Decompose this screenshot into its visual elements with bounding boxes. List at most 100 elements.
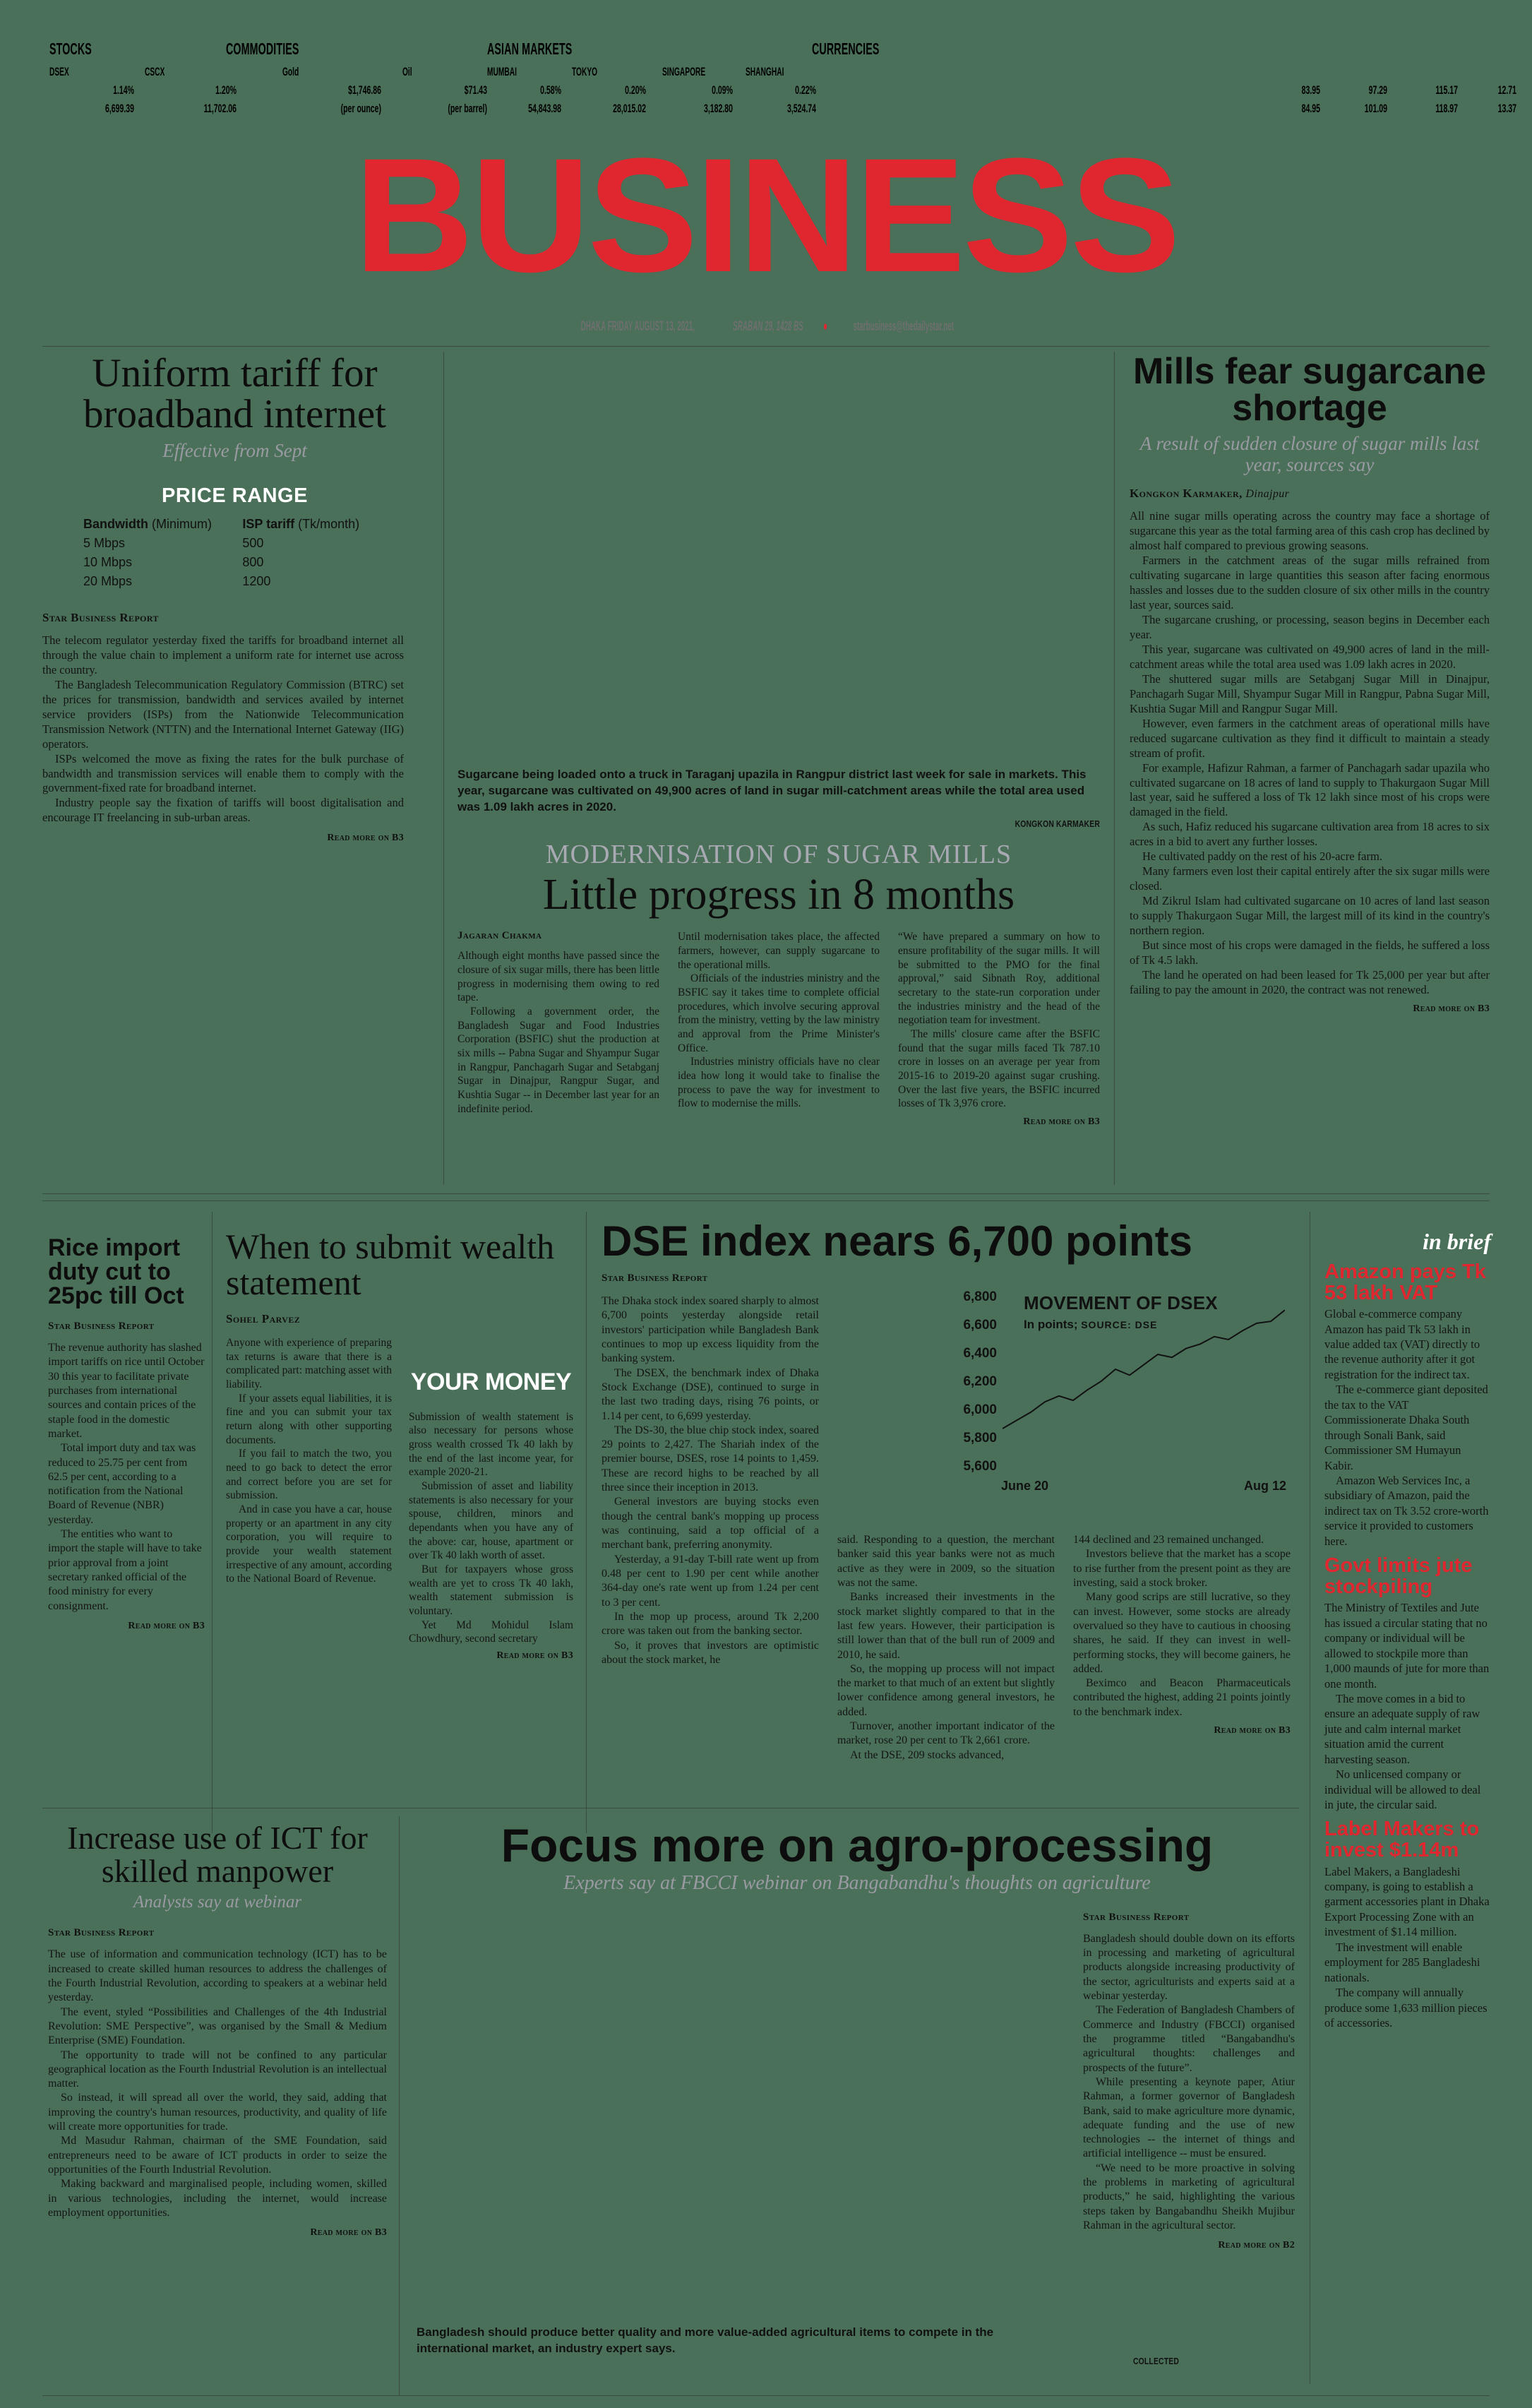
paragraph: Md Masudur Rahman, chairman of the SME F…: [48, 2135, 387, 2176]
price-range-title: PRICE RANGE: [162, 484, 308, 507]
divider: [586, 1212, 587, 1833]
paragraph: “We need to be more proactive in solving…: [1083, 2162, 1295, 2232]
chart-ytick: 6,400: [963, 1346, 997, 1361]
ticker-item-change: 0.09%: [712, 83, 733, 97]
paragraph: As such, Hafiz reduced his sugarcane cul…: [1130, 820, 1490, 849]
story-body: Bangladesh should double down on its eff…: [1083, 1932, 1295, 2234]
story-headline[interactable]: Little progress in 8 months: [542, 871, 1015, 919]
story-headline[interactable]: Focus more on agro-processing: [501, 1819, 1214, 1871]
story-headline[interactable]: Uniform tariff for broadband internet: [83, 351, 386, 437]
story-mills: MODERNISATION OF SUGAR MILLS Little prog…: [457, 839, 1100, 1128]
chart-ytick: 6,000: [963, 1402, 997, 1417]
dsex-chart: MOVEMENT OF DSEX In points; SOURCE: DSE …: [863, 1287, 1300, 1527]
story-wealth: When to submit wealth statement Sohel Pa…: [226, 1229, 573, 1662]
cell-tariff: 500: [242, 535, 264, 550]
ticker-item-label: SINGAPORE: [662, 65, 706, 78]
paragraph: Turnover, another important indicator of…: [837, 1720, 1055, 1747]
story-headline[interactable]: Rice import duty cut to 25pc till Oct: [48, 1234, 184, 1309]
story-kicker: A result of sudden closure of sugar mill…: [1139, 433, 1480, 475]
dateline-bullet-icon: ●: [823, 319, 828, 334]
ticker-item-change: $1,746.86: [348, 83, 381, 97]
paragraph: Yesterday, a 91-day T-bill rate went up …: [602, 1553, 819, 1609]
paragraph: “We have prepared a summary on how to en…: [898, 931, 1100, 1027]
read-more-link[interactable]: Read more on B3: [310, 2227, 387, 2239]
story-agro: Focus more on agro-processing Experts sa…: [417, 1822, 1298, 2371]
paragraph: At the DSE, 209 stocks advanced,: [850, 1748, 1005, 1761]
paragraph: Md Zikrul Islam had cultivated sugarcane…: [1130, 894, 1490, 938]
byline-author: Kongkon Karmaker,: [1130, 487, 1243, 501]
ticker-item-label: Gold: [282, 65, 299, 78]
column-header-tariff: ISP tariff (Tk/month): [242, 515, 427, 534]
ticker-group-asian-markets: ASIAN MARKETS MUMBAI 0.58% 54,843.98 TOK…: [487, 40, 911, 115]
masthead-title: BUSINESS: [354, 124, 1181, 306]
story-columns: The Dhaka stock index soared sharply to …: [602, 1294, 1300, 1763]
paragraph: So, the mopping up process will not impa…: [837, 1662, 1055, 1718]
in-brief-item[interactable]: Govt limits jute stockpiling The Ministr…: [1324, 1554, 1491, 1812]
story-headline[interactable]: DSE index nears 6,700 points: [602, 1217, 1192, 1265]
in-brief-headline[interactable]: Amazon pays Tk 53 lakh VAT: [1324, 1260, 1486, 1304]
in-brief-item[interactable]: Amazon pays Tk 53 lakh VAT Global e-comm…: [1324, 1260, 1491, 1549]
story-body: Anyone with experience of preparing tax …: [226, 1336, 392, 1586]
ticker-group-currencies: CURRENCIES 83.95 84.95 97.29 101.09 115.…: [812, 40, 1516, 115]
paragraph: The Ministry of Textiles and Jute has is…: [1324, 1601, 1490, 1691]
ticker-item-label: SHANGHAI: [746, 65, 784, 78]
read-more-link[interactable]: Read more on B3: [496, 1650, 573, 1662]
paragraph: Anyone with experience of preparing tax …: [226, 1337, 393, 1391]
ticker-item-change: 0.58%: [540, 83, 561, 97]
story-byline: Kongkon Karmaker, Dinajpur: [1130, 487, 1490, 501]
in-brief-sidebar: in brief Amazon pays Tk 53 lakh VAT Glob…: [1324, 1229, 1491, 2030]
paragraph: Many farmers even lost their capital ent…: [1130, 864, 1490, 893]
paragraph: Many good scrips are still lucrative, so…: [1073, 1591, 1291, 1675]
ticker-item-value: 101.09: [1364, 102, 1387, 115]
paragraph: The revenue authority has slashed import…: [48, 1342, 205, 1440]
in-brief-item[interactable]: Label Makers to invest $1.14m Label Make…: [1324, 1819, 1491, 2030]
divider: [1114, 352, 1115, 1185]
chart-subtitle: In points; SOURCE: DSE: [1024, 1318, 1157, 1332]
story-byline: Star Business Report: [48, 1927, 155, 1939]
story-columns: Jagaran Chakma Although eight months hav…: [457, 930, 1100, 1128]
read-more-link[interactable]: Read more on B3: [1214, 1725, 1291, 1736]
column-header-tariff-note: (Tk/month): [298, 516, 360, 531]
ticker-item-value: 11,702.06: [203, 102, 237, 115]
article-photo-sugarcane: [457, 353, 1100, 763]
story-kicker: Experts say at FBCCI webinar on Bangaban…: [563, 1872, 1151, 1894]
paragraph: For example, Hafizur Rahman, a farmer of…: [1130, 761, 1490, 819]
paragraph: So, it proves that investors are optimis…: [602, 1639, 819, 1666]
story-column: “We have prepared a summary on how to en…: [898, 930, 1100, 1128]
ticker-item-value: (per ounce): [340, 102, 381, 115]
read-more-link[interactable]: Read more on B3: [1023, 1116, 1100, 1127]
paragraph: The e-commerce giant deposited the tax t…: [1324, 1383, 1488, 1472]
story-body: Although eight months have passed since …: [457, 949, 659, 1116]
ticker-item-value: 3,524.74: [786, 102, 816, 115]
read-more-link[interactable]: Read more on B3: [327, 833, 404, 844]
paragraph: The Bangladesh Telecommunication Regulat…: [42, 677, 404, 751]
read-more-link[interactable]: Read more on B2: [1218, 2240, 1295, 2251]
column-header-bandwidth-note: (Minimum): [152, 516, 213, 531]
photo-caption: Sugarcane being loaded onto a truck in T…: [457, 768, 1087, 813]
divider: [443, 352, 444, 1185]
in-brief-body: Label Makers, a Bangladeshi company, is …: [1324, 1864, 1491, 2031]
in-brief-headline[interactable]: Label Makers to invest $1.14m: [1324, 1818, 1480, 1862]
ticker-item-label: DSEX: [49, 65, 69, 78]
table-header-row: Bandwidth (Minimum) ISP tariff (Tk/month…: [42, 515, 427, 534]
story-headline[interactable]: When to submit wealth statement: [226, 1227, 555, 1302]
your-money-stamp: YOUR MONEY: [410, 1369, 572, 1395]
price-range-box: PRICE RANGE Bandwidth (Minimum) ISP tari…: [42, 484, 427, 591]
story-rice: Rice import duty cut to 25pc till Oct St…: [48, 1236, 205, 1632]
contact-email[interactable]: starbusiness@thedailystar.net: [853, 319, 954, 334]
paragraph: The DSEX, the benchmark index of Dhaka S…: [602, 1366, 819, 1422]
read-more-link[interactable]: Read more on B3: [1413, 1003, 1490, 1014]
ticker-group-title: COMMODITIES: [226, 40, 299, 58]
ticker-item-change: 83.95: [1301, 83, 1320, 97]
paragraph: The use of information and communication…: [48, 1948, 387, 2004]
ticker-group-title: CURRENCIES: [812, 40, 880, 58]
paragraph: Total import duty and tax was reduced to…: [48, 1442, 196, 1526]
paragraph: And in case you have a car, house proper…: [226, 1503, 392, 1585]
read-more-link[interactable]: Read more on B3: [128, 1620, 205, 1631]
price-range-table: Bandwidth (Minimum) ISP tariff (Tk/month…: [42, 515, 427, 591]
in-brief-headline[interactable]: Govt limits jute stockpiling: [1324, 1554, 1473, 1598]
story-headline[interactable]: Increase use of ICT for skilled manpower: [67, 1820, 368, 1889]
story-headline[interactable]: Mills fear sugarcane shortage: [1133, 351, 1486, 429]
story-byline: Star Business Report: [48, 1321, 155, 1332]
